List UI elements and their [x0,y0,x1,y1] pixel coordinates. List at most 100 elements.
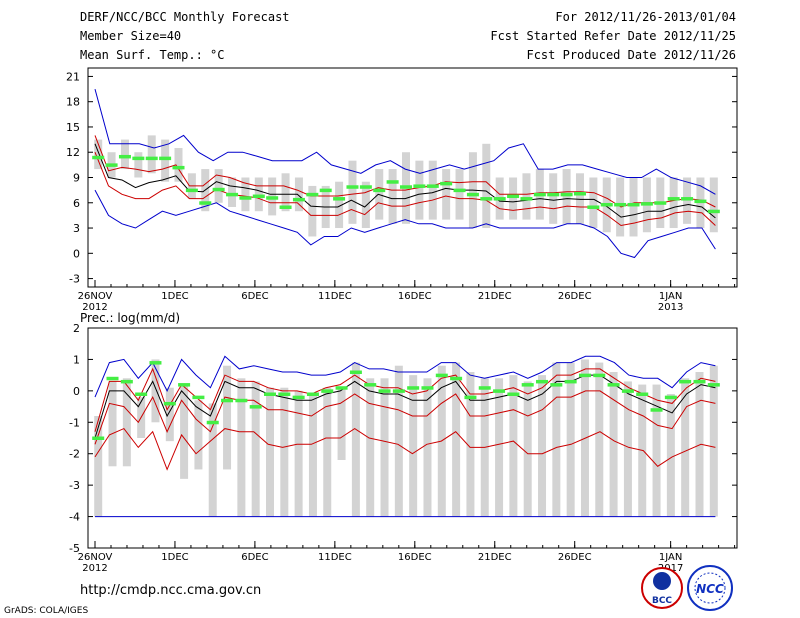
obs-marker [386,180,399,184]
variable-label: Mean Surf. Temp.: °C [80,48,225,62]
obs-marker [159,156,172,161]
spread-box [194,400,203,470]
y-tick-label: 12 [66,146,80,159]
x-tick-label: 21DEC [478,291,512,302]
obs-marker [206,420,219,425]
obs-marker [192,395,205,400]
obs-marker [547,192,560,197]
obs-marker [149,361,162,365]
spread-box [120,139,129,170]
x-tick-label: 11DEC [318,552,352,563]
obs-marker [493,389,506,393]
x-tick-year: 2013 [658,302,683,313]
obs-marker [226,192,239,197]
obs-marker [621,389,634,393]
obs-marker [679,379,692,384]
obs-marker [321,389,334,393]
obs-marker [249,405,262,409]
spread-box [180,384,189,479]
spread-box [94,139,103,170]
bcc-logo: BCC [641,567,683,609]
spread-box [161,139,170,182]
spread-box [294,177,303,212]
obs-marker [707,383,720,387]
spread-box [695,372,704,517]
x-tick-year: 2012 [82,302,107,313]
obs-marker [600,202,613,207]
obs-marker [520,197,533,201]
spread-box [281,173,290,212]
obs-marker [185,188,198,193]
ncc-logo: NCC [687,565,733,611]
y-tick-label: -1 [69,416,80,429]
obs-marker [92,436,105,440]
obs-marker [440,181,453,186]
spread-box [538,375,547,517]
spread-box [323,387,332,517]
series-line-lower [94,390,716,445]
obs-marker [106,376,119,381]
spread-box [335,181,344,229]
obs-marker [413,184,426,188]
obs-marker [135,392,148,396]
obs-marker [132,156,145,161]
spread-box [623,381,632,517]
series-line-upper [94,135,716,208]
spread-box [609,372,618,517]
obs-marker [105,163,118,167]
forecast-period: For 2012/11/26-2013/01/04 [555,10,736,24]
obs-marker [421,386,434,390]
obs-marker [163,401,176,406]
spread-box [709,365,718,517]
obs-marker [507,392,520,396]
source-url: http://cmdp.ncc.cma.gov.cn [80,583,261,598]
y-tick-label: 6 [73,197,80,210]
obs-marker [335,386,348,390]
obs-marker [694,199,707,204]
spread-box [366,378,375,517]
x-tick-label: 1JAN [659,552,682,563]
spread-box [482,143,491,229]
spread-box [428,160,437,220]
spread-box [455,169,464,220]
obs-marker [364,383,377,387]
series-line-upper [94,367,716,432]
obs-marker [199,201,212,205]
spread-box [589,177,598,229]
fcst-produced-date: Fcst Produced Date 2012/11/26 [526,48,736,62]
obs-marker [266,196,279,200]
obs-marker [578,373,591,378]
obs-marker [263,392,276,396]
spread-box [337,387,346,460]
spread-box [669,177,678,229]
spread-box [147,135,156,174]
spread-box [466,372,475,517]
spread-box [509,375,518,517]
spread-box [442,169,451,220]
spread-box [294,390,303,517]
obs-marker [235,398,248,403]
obs-marker [252,194,265,199]
obs-marker [426,184,439,188]
obs-marker [493,197,506,201]
spread-box [254,177,263,212]
obs-marker [640,202,653,206]
obs-marker [239,196,252,200]
y-tick-label: 18 [66,96,80,109]
spread-box [509,177,518,220]
spread-box [415,160,424,220]
spread-box [549,173,558,224]
y-tick-label: -4 [69,511,80,524]
x-tick-label: 26NOV [78,552,113,563]
spread-box [495,378,504,517]
y-tick-label: 15 [66,121,80,134]
spread-box [241,177,250,212]
spread-box [151,359,160,423]
obs-marker [279,205,292,209]
obs-marker [507,194,520,199]
spread-box [552,362,561,517]
spread-box [452,362,461,517]
obs-marker [333,197,346,201]
